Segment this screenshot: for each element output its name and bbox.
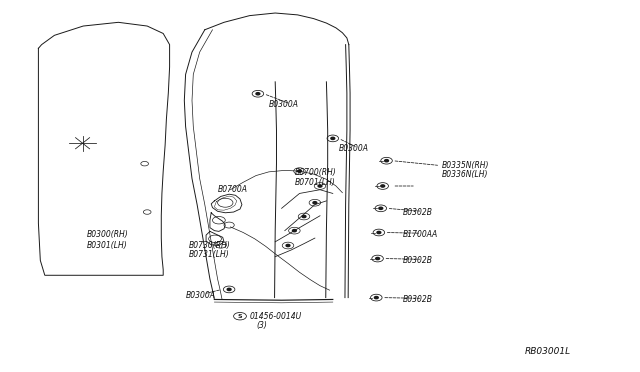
Circle shape <box>377 231 381 234</box>
Circle shape <box>292 230 296 232</box>
Text: B0701(LH): B0701(LH) <box>294 178 335 187</box>
Circle shape <box>286 244 290 247</box>
Circle shape <box>385 160 388 162</box>
Text: RB03001L: RB03001L <box>525 347 571 356</box>
Text: 01456-0014U: 01456-0014U <box>250 312 302 321</box>
Circle shape <box>302 215 306 218</box>
Text: B0302B: B0302B <box>403 295 433 304</box>
Circle shape <box>379 207 383 209</box>
Circle shape <box>376 257 380 260</box>
Text: B0300A: B0300A <box>186 291 216 300</box>
Circle shape <box>256 93 260 95</box>
Text: B0700A: B0700A <box>218 185 248 194</box>
Text: B0335N(RH): B0335N(RH) <box>442 161 489 170</box>
Text: B0300(RH): B0300(RH) <box>86 230 128 239</box>
Text: B1700AA: B1700AA <box>403 230 438 239</box>
Circle shape <box>227 288 231 291</box>
Text: B0300A: B0300A <box>269 100 299 109</box>
Text: B0731(LH): B0731(LH) <box>189 250 230 259</box>
Circle shape <box>381 185 385 187</box>
Text: S: S <box>237 314 243 319</box>
Circle shape <box>298 170 301 172</box>
Text: B0700(RH): B0700(RH) <box>294 169 336 177</box>
Circle shape <box>318 185 322 187</box>
Text: B0302B: B0302B <box>403 256 433 265</box>
Circle shape <box>331 137 335 140</box>
Text: (3): (3) <box>256 321 267 330</box>
Text: B0300A: B0300A <box>339 144 369 153</box>
Circle shape <box>374 296 378 299</box>
Text: B0730(RH): B0730(RH) <box>189 241 230 250</box>
Text: B0302B: B0302B <box>403 208 433 217</box>
Text: B0336N(LH): B0336N(LH) <box>442 170 488 179</box>
Text: B0301(LH): B0301(LH) <box>86 241 127 250</box>
Circle shape <box>313 202 317 204</box>
